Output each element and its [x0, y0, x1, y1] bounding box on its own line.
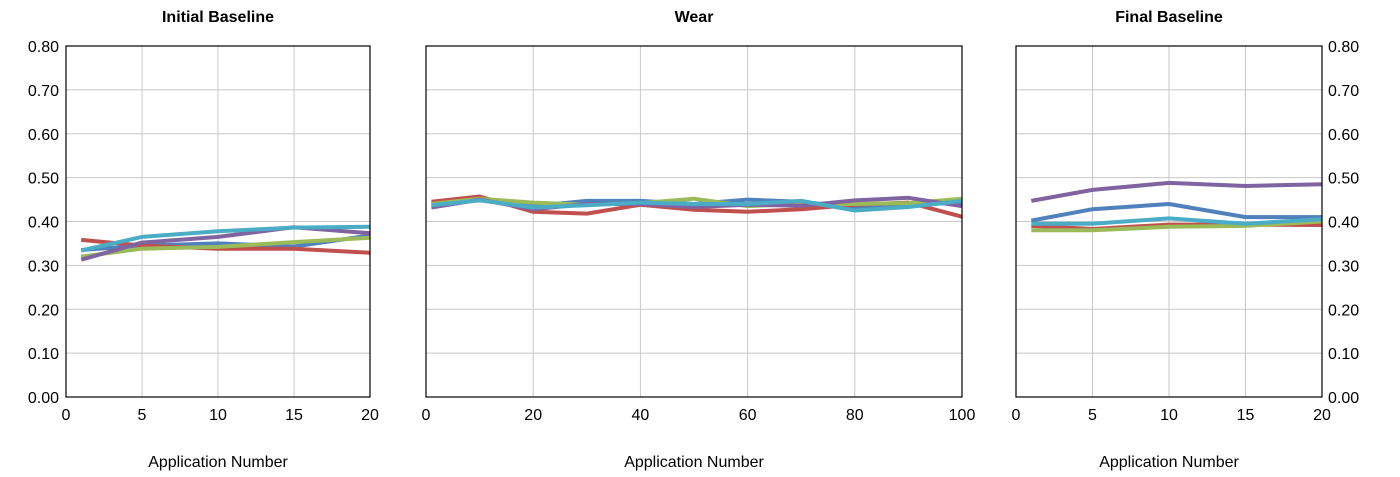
panel-2-xtick-100: 100	[949, 407, 976, 424]
panel-3-ytick-0.60: 0.60	[1328, 127, 1359, 144]
panel-1-xtick-0: 0	[62, 407, 71, 424]
panel-1-plot-frame	[65, 45, 371, 398]
panel-2-xtick-0: 0	[422, 407, 431, 424]
panel-1-ytick-0.80: 0.80	[28, 39, 59, 56]
panel-3-series-3-line	[1031, 219, 1323, 233]
panel-2-xtick-60: 60	[739, 407, 757, 424]
panel-3-ytick-0.50: 0.50	[1328, 171, 1359, 188]
panel-1-ytick-0.60: 0.60	[28, 127, 59, 144]
panel-3-ytick-0.20: 0.20	[1328, 302, 1359, 319]
panel-1-ytick-0.50: 0.50	[28, 171, 59, 188]
panel-1-xtick-10: 10	[209, 407, 227, 424]
panel-3-series-4-line	[1030, 180, 1323, 203]
panel-2-x-axis-label: Application Number	[624, 454, 764, 471]
panel-3-xtick-15: 15	[1237, 407, 1255, 424]
panel-1-ytick-0.00: 0.00	[28, 390, 59, 407]
panel-1-xtick-20: 20	[361, 407, 379, 424]
panel-3-series-5-line	[1031, 216, 1323, 226]
panel-3-series-1-line	[1030, 202, 1322, 223]
panel-1-ytick-0.70: 0.70	[28, 83, 59, 100]
panel-1-ytick-0.40: 0.40	[28, 215, 59, 232]
panel-3-xtick-10: 10	[1160, 407, 1178, 424]
panel-3-ytick-0.40: 0.40	[1328, 215, 1359, 232]
panel-2-xtick-40: 40	[632, 407, 650, 424]
panel-3-ytick-0.10: 0.10	[1328, 346, 1359, 363]
panel-1-x-axis-label: Application Number	[148, 454, 288, 471]
panel-2-xtick-20: 20	[524, 407, 542, 424]
panel-3-xtick-5: 5	[1088, 407, 1097, 424]
panel-2-series-5-line	[431, 198, 963, 213]
panel-1-xtick-15: 15	[285, 407, 303, 424]
panel-3-ytick-0.80: 0.80	[1328, 39, 1359, 56]
panel-2-title: Wear	[675, 9, 714, 26]
panel-3-plot-frame	[1015, 45, 1323, 398]
panel-3-xtick-0: 0	[1012, 407, 1021, 424]
panel-1-title: Initial Baseline	[162, 9, 274, 26]
panel-3-x-axis-label: Application Number	[1099, 454, 1239, 471]
panel-2-xtick-80: 80	[846, 407, 864, 424]
panel-1-series-3-line	[80, 235, 371, 259]
panel-3-xtick-20: 20	[1313, 407, 1331, 424]
panel-3-ytick-0.00: 0.00	[1328, 390, 1359, 407]
panel-1-ytick-0.30: 0.30	[28, 258, 59, 275]
panel-2-series-3-line	[431, 196, 963, 209]
panel-1-ytick-0.20: 0.20	[28, 302, 59, 319]
panel-1-ytick-0.10: 0.10	[28, 346, 59, 363]
panel-3-ytick-0.30: 0.30	[1328, 258, 1359, 275]
panel-1-xtick-5: 5	[138, 407, 147, 424]
panel-2-plot-frame	[425, 45, 963, 398]
panel-3-ytick-0.70: 0.70	[1328, 83, 1359, 100]
panel-3-title: Final Baseline	[1115, 9, 1223, 26]
panel-1-series-5-line	[80, 224, 371, 253]
